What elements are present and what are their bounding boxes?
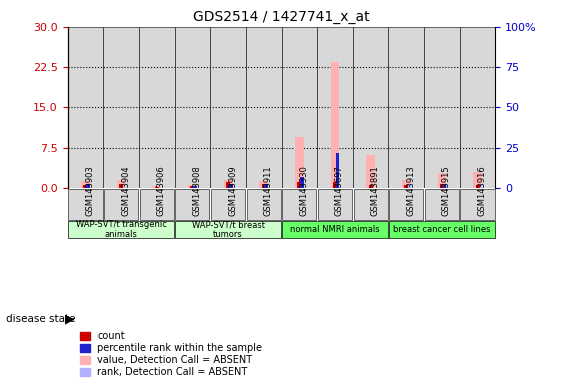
Bar xyxy=(226,182,230,188)
Text: GSM143906: GSM143906 xyxy=(157,165,166,216)
Bar xyxy=(437,173,446,188)
FancyBboxPatch shape xyxy=(104,189,138,220)
Text: ▶: ▶ xyxy=(65,312,74,325)
FancyBboxPatch shape xyxy=(282,189,316,220)
Bar xyxy=(86,184,90,188)
Bar xyxy=(406,184,411,188)
Bar xyxy=(443,184,446,188)
Bar xyxy=(81,181,90,188)
Bar xyxy=(86,184,90,188)
FancyBboxPatch shape xyxy=(68,189,102,220)
Bar xyxy=(119,184,123,188)
Bar xyxy=(404,185,408,188)
Bar xyxy=(330,62,339,188)
Bar xyxy=(369,185,373,188)
Bar xyxy=(424,27,460,188)
Text: GSM143330: GSM143330 xyxy=(300,165,309,216)
Text: GSM143909: GSM143909 xyxy=(228,165,237,216)
Bar xyxy=(153,185,161,188)
Bar xyxy=(246,27,282,188)
Title: GDS2514 / 1427741_x_at: GDS2514 / 1427741_x_at xyxy=(193,10,370,25)
Bar xyxy=(460,27,495,188)
Bar xyxy=(264,184,268,188)
Bar xyxy=(333,182,337,188)
Bar xyxy=(190,186,194,188)
FancyBboxPatch shape xyxy=(425,189,459,220)
Bar xyxy=(473,172,482,188)
Bar xyxy=(139,27,175,188)
Bar xyxy=(367,154,375,188)
Bar xyxy=(443,184,446,188)
Bar xyxy=(282,27,317,188)
Text: GSM143915: GSM143915 xyxy=(442,165,451,216)
FancyBboxPatch shape xyxy=(175,222,281,238)
Bar xyxy=(440,184,444,188)
Bar xyxy=(224,180,233,188)
Text: GSM143903: GSM143903 xyxy=(86,165,95,216)
Bar xyxy=(210,27,246,188)
Bar xyxy=(155,187,159,188)
Text: normal NMRI animals: normal NMRI animals xyxy=(290,225,380,234)
Bar xyxy=(264,184,269,188)
Legend: count, percentile rank within the sample, value, Detection Call = ABSENT, rank, : count, percentile rank within the sample… xyxy=(78,329,265,379)
FancyBboxPatch shape xyxy=(140,189,174,220)
FancyBboxPatch shape xyxy=(175,189,209,220)
Text: WAP-SVT/t transgenic
animals: WAP-SVT/t transgenic animals xyxy=(75,220,167,240)
Bar xyxy=(402,180,410,188)
Text: WAP-SVT/t breast
tumors: WAP-SVT/t breast tumors xyxy=(191,220,265,240)
FancyBboxPatch shape xyxy=(282,222,388,238)
Bar xyxy=(295,137,303,188)
Bar xyxy=(478,184,482,188)
FancyBboxPatch shape xyxy=(461,189,495,220)
FancyBboxPatch shape xyxy=(211,189,245,220)
Bar xyxy=(188,185,196,188)
Bar xyxy=(476,185,480,188)
Bar xyxy=(83,185,87,188)
Bar xyxy=(260,181,268,188)
Text: GSM143913: GSM143913 xyxy=(406,165,415,216)
FancyBboxPatch shape xyxy=(318,189,352,220)
Bar xyxy=(103,27,139,188)
Text: GSM143697: GSM143697 xyxy=(335,165,344,216)
FancyBboxPatch shape xyxy=(247,189,281,220)
Text: breast cancer cell lines: breast cancer cell lines xyxy=(393,225,491,234)
Bar xyxy=(229,184,233,188)
Bar xyxy=(317,27,353,188)
Text: GSM143904: GSM143904 xyxy=(121,165,130,216)
FancyBboxPatch shape xyxy=(68,222,174,238)
Bar xyxy=(229,184,233,188)
Bar xyxy=(353,27,388,188)
Bar xyxy=(336,153,339,188)
FancyBboxPatch shape xyxy=(354,189,388,220)
Bar xyxy=(68,27,103,188)
Bar xyxy=(388,27,424,188)
Bar xyxy=(300,177,304,188)
Text: GSM143911: GSM143911 xyxy=(263,165,272,216)
FancyBboxPatch shape xyxy=(389,222,495,238)
Text: GSM143916: GSM143916 xyxy=(477,165,486,216)
Bar xyxy=(175,27,210,188)
Bar xyxy=(297,182,301,188)
Bar xyxy=(262,184,266,188)
Bar xyxy=(117,180,126,188)
Text: GSM143891: GSM143891 xyxy=(370,165,379,216)
FancyBboxPatch shape xyxy=(389,189,423,220)
Bar xyxy=(193,185,197,188)
Text: GSM143908: GSM143908 xyxy=(193,165,202,216)
Text: disease state: disease state xyxy=(6,314,75,324)
